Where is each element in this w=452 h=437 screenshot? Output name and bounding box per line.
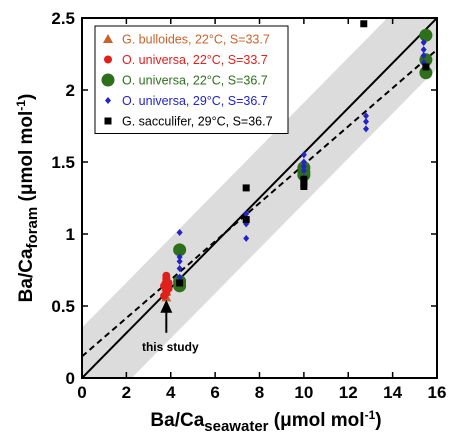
axis-title-sub: seawater (204, 418, 268, 435)
legend-box (94, 25, 289, 134)
data-point (173, 243, 187, 257)
axis-title-unit-pre: (μmol mol (269, 410, 365, 431)
data-point (176, 257, 183, 265)
data-point (300, 182, 308, 190)
data-point (164, 278, 173, 287)
data-point (419, 28, 433, 42)
data-point (176, 253, 183, 261)
annotation-arrow-head (160, 299, 173, 313)
x-tick-label: 14 (383, 383, 402, 402)
data-point (176, 265, 183, 273)
data-point (360, 20, 368, 28)
legend-marker (101, 73, 115, 87)
data-point (243, 210, 250, 218)
x-tick-label: 6 (210, 383, 219, 402)
data-point (363, 125, 369, 133)
data-point (300, 175, 308, 183)
y-tick-label: 0.5 (51, 297, 75, 316)
x-tick-label: 12 (339, 383, 358, 402)
axis-title-base: Ba/Ca (16, 248, 37, 302)
data-point (162, 271, 171, 280)
data-point (242, 216, 250, 224)
data-point (420, 38, 427, 46)
y-tick-label: 1 (66, 225, 75, 244)
solid-fit-line (82, 18, 437, 378)
y-tick-label: 2 (66, 81, 75, 100)
data-point (242, 184, 250, 192)
data-point (243, 234, 250, 242)
axis-title-unit-post: ) (375, 410, 381, 431)
data-point (164, 284, 173, 293)
annotation: this study (142, 299, 199, 354)
data-point (422, 63, 430, 71)
legend-label: O. universa, 29°C, S=36.7 (122, 94, 268, 108)
legend-label: G. sacculifer, 29°C, S=36.7 (122, 115, 273, 129)
data-point (300, 151, 307, 159)
data-point (176, 229, 183, 237)
axis-title-base: Ba/Ca (150, 410, 204, 431)
data-point (300, 162, 307, 170)
legend-marker (104, 55, 112, 64)
data-point (300, 167, 307, 175)
x-tick-label: 0 (77, 383, 86, 402)
annotation-label: this study (142, 340, 199, 354)
data-point (420, 51, 427, 59)
legend-marker (105, 97, 111, 104)
axis-ticks: 0 2 4 6 8 10 12 14 16 0 0.5 1 1.5 2 2.5 (51, 9, 446, 402)
y-tick-label: 2.5 (51, 9, 75, 28)
x-tick-label: 4 (166, 383, 176, 402)
legend-marker (104, 117, 112, 125)
y-tick-label: 0 (66, 369, 75, 388)
fit-lines (82, 18, 437, 378)
x-tick-label: 16 (428, 383, 447, 402)
data-point (420, 46, 427, 54)
data-point (300, 158, 307, 166)
axis-titles: Ba/Caseawater (μmol mol-1)Ba/Caforam (μm… (14, 94, 382, 435)
x-axis-title: Ba/Caseawater (μmol mol-1) (150, 408, 381, 435)
data-point (176, 273, 183, 281)
x-tick-label: 8 (255, 383, 264, 402)
data-point (176, 279, 184, 287)
legend-label: O. universa, 22°C, S=36.7 (122, 74, 268, 88)
x-tick-label: 2 (122, 383, 131, 402)
y-axis-title: Ba/Caforam (μmol mol-1) (14, 94, 41, 303)
dashed-fit-line (82, 48, 437, 358)
data-point (160, 291, 169, 300)
axis-title-unit-sup: -1 (365, 408, 376, 422)
y-tick-label: 1.5 (51, 153, 75, 172)
axis-title-unit-sup: -1 (14, 100, 28, 111)
data-point (363, 118, 369, 126)
legend-label: G. bulloides, 22°C, S=33.7 (122, 33, 270, 47)
data-points (160, 20, 433, 302)
legend-label: O. universa, 22°C, S=33.7 (122, 53, 268, 67)
axis-title-sub: foram (24, 207, 41, 249)
legend-marker (103, 34, 113, 43)
data-point (363, 112, 369, 120)
axis-title-unit-pre: (μmol mol (16, 111, 37, 207)
legend: G. bulloides, 22°C, S=33.7 O. universa, 2… (94, 25, 289, 134)
x-tick-label: 10 (294, 383, 313, 402)
axis-title-unit-post: ) (16, 94, 37, 100)
